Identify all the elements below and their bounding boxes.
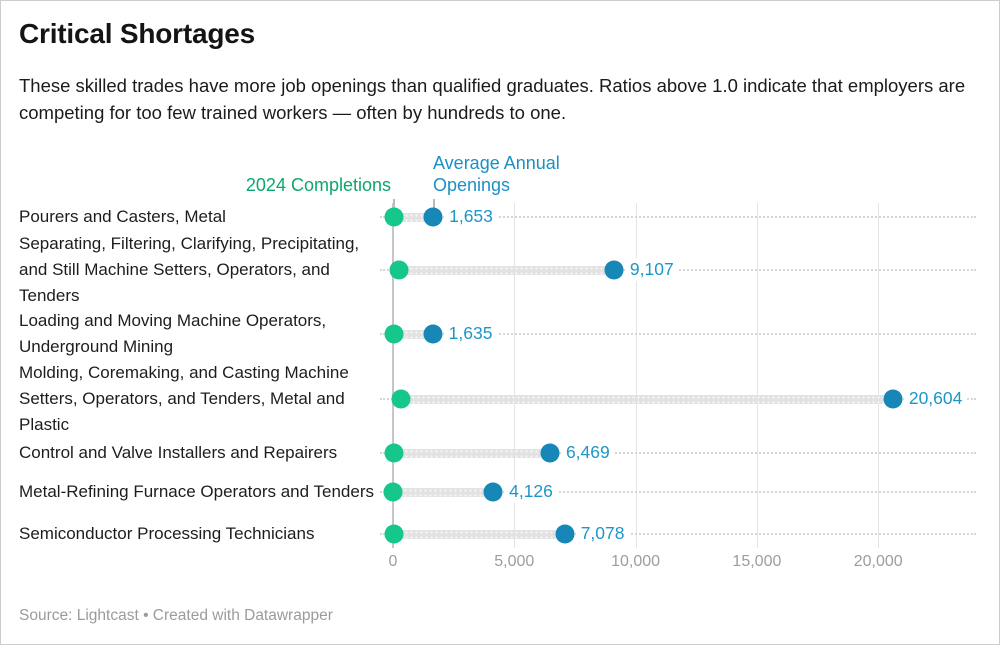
openings-value-label: 20,604: [903, 387, 968, 411]
row-guide-line: [380, 333, 976, 335]
openings-dot[interactable]: [555, 524, 575, 544]
openings-dot[interactable]: [423, 324, 443, 344]
category-label: Control and Valve Installers and Repaire…: [19, 443, 338, 462]
row-guide-line: [380, 491, 976, 493]
dumbbell-connector: [394, 448, 550, 458]
category-label: Semiconductor Processing Technicians: [19, 524, 315, 543]
gridline: [392, 203, 394, 548]
legend-completions-label: 2024 Completions: [245, 175, 391, 195]
openings-value-label: 1,653: [444, 205, 498, 229]
completions-dot[interactable]: [389, 260, 409, 280]
legend-pointer-tick-openings: [433, 199, 435, 212]
dumbbell-connector: [393, 487, 494, 497]
openings-dot[interactable]: [883, 389, 903, 409]
openings-dot[interactable]: [423, 207, 443, 227]
gridline: [756, 203, 758, 548]
category-label: Molding, Coremaking, and Casting Machine…: [19, 363, 349, 434]
dumbbell-connector: [393, 529, 565, 539]
gridline: [878, 203, 880, 548]
completions-dot[interactable]: [384, 207, 404, 227]
chart-subtitle: These skilled trades have more job openi…: [19, 75, 966, 123]
category-label: Pourers and Casters, Metal: [19, 207, 226, 226]
dumbbell-connector: [393, 329, 433, 339]
row-guide-line: [380, 533, 976, 535]
dumbbell-connector: [398, 265, 614, 275]
openings-value-label: 4,126: [504, 480, 558, 504]
openings-value-label: 6,469: [560, 441, 615, 465]
chart-title: Critical Shortages: [19, 18, 256, 49]
source-attribution: Source: Lightcast • Created with Datawra…: [19, 607, 333, 624]
openings-value-label: 7,078: [575, 522, 630, 546]
completions-dot[interactable]: [384, 324, 404, 344]
openings-value-label: 1,635: [443, 322, 498, 346]
axis-tick-label: 5,000: [494, 553, 535, 570]
openings-value-label: 9,107: [624, 258, 679, 282]
dumbbell-connector: [394, 212, 434, 222]
openings-dot[interactable]: [483, 482, 503, 502]
category-label: Separating, Filtering, Clarifying, Preci…: [19, 234, 360, 305]
dumbbell-connector: [401, 394, 893, 404]
completions-dot[interactable]: [391, 389, 411, 409]
completions-dot[interactable]: [384, 443, 404, 463]
category-label: Loading and Moving Machine Operators, Un…: [19, 311, 327, 356]
axis-tick-label: 0: [388, 553, 398, 570]
axis-tick-label: 20,000: [853, 553, 903, 570]
openings-dot[interactable]: [540, 443, 560, 463]
category-label: Metal-Refining Furnace Operators and Ten…: [19, 482, 374, 501]
legend-openings-label: Average Annual Openings: [433, 153, 560, 195]
completions-dot[interactable]: [384, 524, 404, 544]
row-guide-line: [380, 216, 976, 218]
completions-dot[interactable]: [383, 482, 403, 502]
row-guide-line: [380, 452, 976, 454]
legend-pointer-tick-completions: [393, 199, 395, 212]
axis-tick-label: 10,000: [611, 553, 661, 570]
axis-tick-label: 15,000: [732, 553, 782, 570]
gridline: [635, 203, 637, 548]
openings-dot[interactable]: [604, 260, 624, 280]
gridline: [514, 203, 516, 548]
